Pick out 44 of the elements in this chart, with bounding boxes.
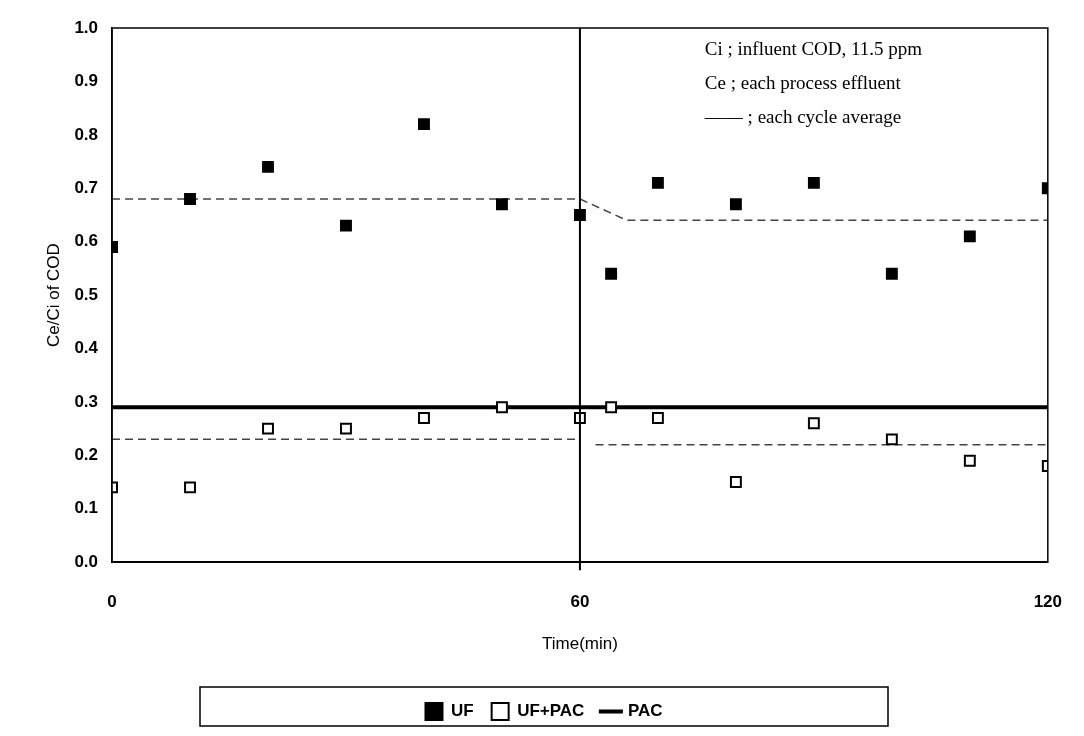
y-tick-label: 1.0 [74, 17, 99, 37]
point [495, 198, 508, 211]
point [963, 454, 976, 467]
y-tick-label: 0.8 [74, 124, 99, 144]
point [807, 176, 820, 189]
annotation: —— ; each cycle average [703, 105, 902, 127]
point [184, 192, 196, 205]
y-tick-label: 0.1 [74, 498, 99, 518]
point [885, 267, 898, 280]
y-tick-label: 0.6 [74, 231, 99, 251]
x-tick-label: 0 [107, 592, 117, 612]
point [340, 422, 352, 435]
point [262, 422, 274, 435]
point [605, 401, 618, 414]
y-tick-label: 0.0 [74, 551, 99, 571]
point [495, 401, 508, 414]
x-axis-title: Time(min) [541, 634, 618, 654]
y-tick-label: 0.7 [74, 177, 99, 197]
legend-label: UF+PAC [517, 701, 585, 721]
point [418, 412, 430, 424]
y-tick-label: 0.9 [74, 71, 99, 91]
y-tick-label: 0.3 [74, 391, 99, 411]
point [184, 481, 196, 494]
y-axis-title: Ce/Ci of COD [43, 243, 63, 348]
y-tick-label: 0.2 [74, 445, 99, 465]
point [963, 230, 976, 243]
x-tick-label: 120 [1033, 592, 1063, 612]
point [262, 160, 274, 173]
point [418, 118, 430, 131]
point [885, 433, 898, 446]
y-tick-label: 0.4 [74, 338, 99, 358]
annotation: Ce ; each process effluent [704, 71, 902, 93]
x-tick-label: 60 [570, 592, 590, 612]
point [729, 198, 742, 211]
point [651, 176, 664, 189]
point [729, 476, 742, 489]
point [807, 417, 820, 430]
point [605, 267, 618, 280]
point [651, 412, 664, 424]
y-tick-label: 0.5 [74, 284, 99, 304]
legend-label: PAC [627, 701, 663, 721]
annotation: Ci ; influent COD, 11.5 ppm [704, 37, 923, 59]
legend-label: UF [450, 701, 474, 721]
point [340, 219, 352, 232]
